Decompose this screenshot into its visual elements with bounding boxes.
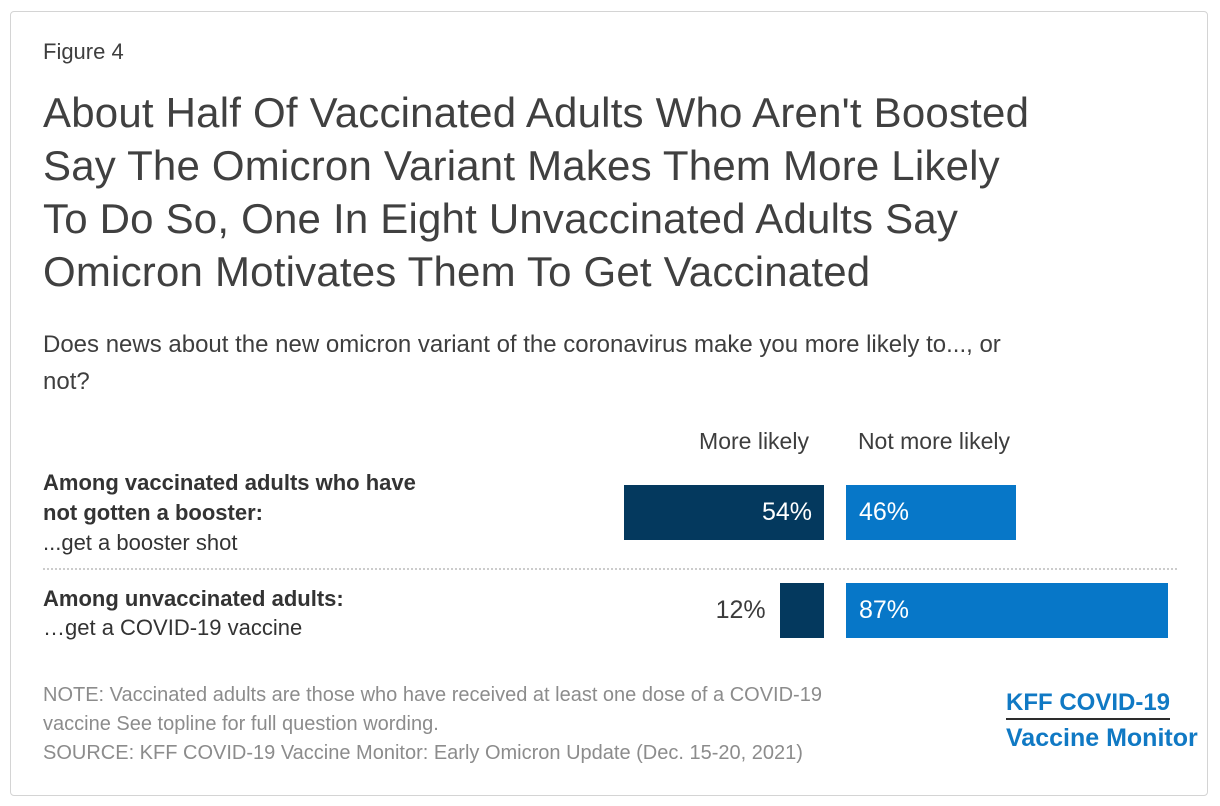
bar-value-label: 54% (761, 498, 812, 526)
column-header-more-likely: More likely (699, 428, 809, 454)
bar-value-label: 46% (859, 498, 910, 526)
row-item-label: …get a COVID-19 vaccine (43, 615, 303, 640)
column-header-not-more-likely: Not more likely (857, 428, 1011, 454)
kff-vaccine-monitor-logo: KFF COVID-19 Vaccine Monitor (1006, 689, 1198, 752)
bar-value-label: 87% (859, 596, 910, 624)
figure-number: Figure 4 (43, 39, 124, 64)
row-divider (43, 568, 1177, 570)
note-and-source: NOTE: Vaccinated adults are those who ha… (43, 684, 822, 764)
bar-value-label: 12% (715, 596, 766, 624)
bar-not-more-likely-row2: 87% (846, 583, 1168, 638)
logo-line2: Vaccine Monitor (1006, 724, 1198, 752)
bar-not-more-likely-row1: 46% (846, 485, 1017, 540)
row-group-label: Among vaccinated adults who have not got… (43, 470, 416, 525)
figure-card: Figure 4 About Half Of Vaccinated Adults… (10, 11, 1208, 796)
row-item-label: ...get a booster shot (43, 530, 238, 555)
chart-title: About Half Of Vaccinated Adults Who Aren… (43, 89, 1030, 295)
chart-subtitle: Does news about the new omicron variant … (43, 331, 1001, 395)
row-group-label: Among unvaccinated adults: (43, 586, 344, 611)
logo-line1: KFF COVID-19 (1006, 689, 1171, 720)
bar-more-likely-row1: 54% (624, 485, 824, 540)
bar-more-likely-row2: 12% (716, 583, 824, 638)
